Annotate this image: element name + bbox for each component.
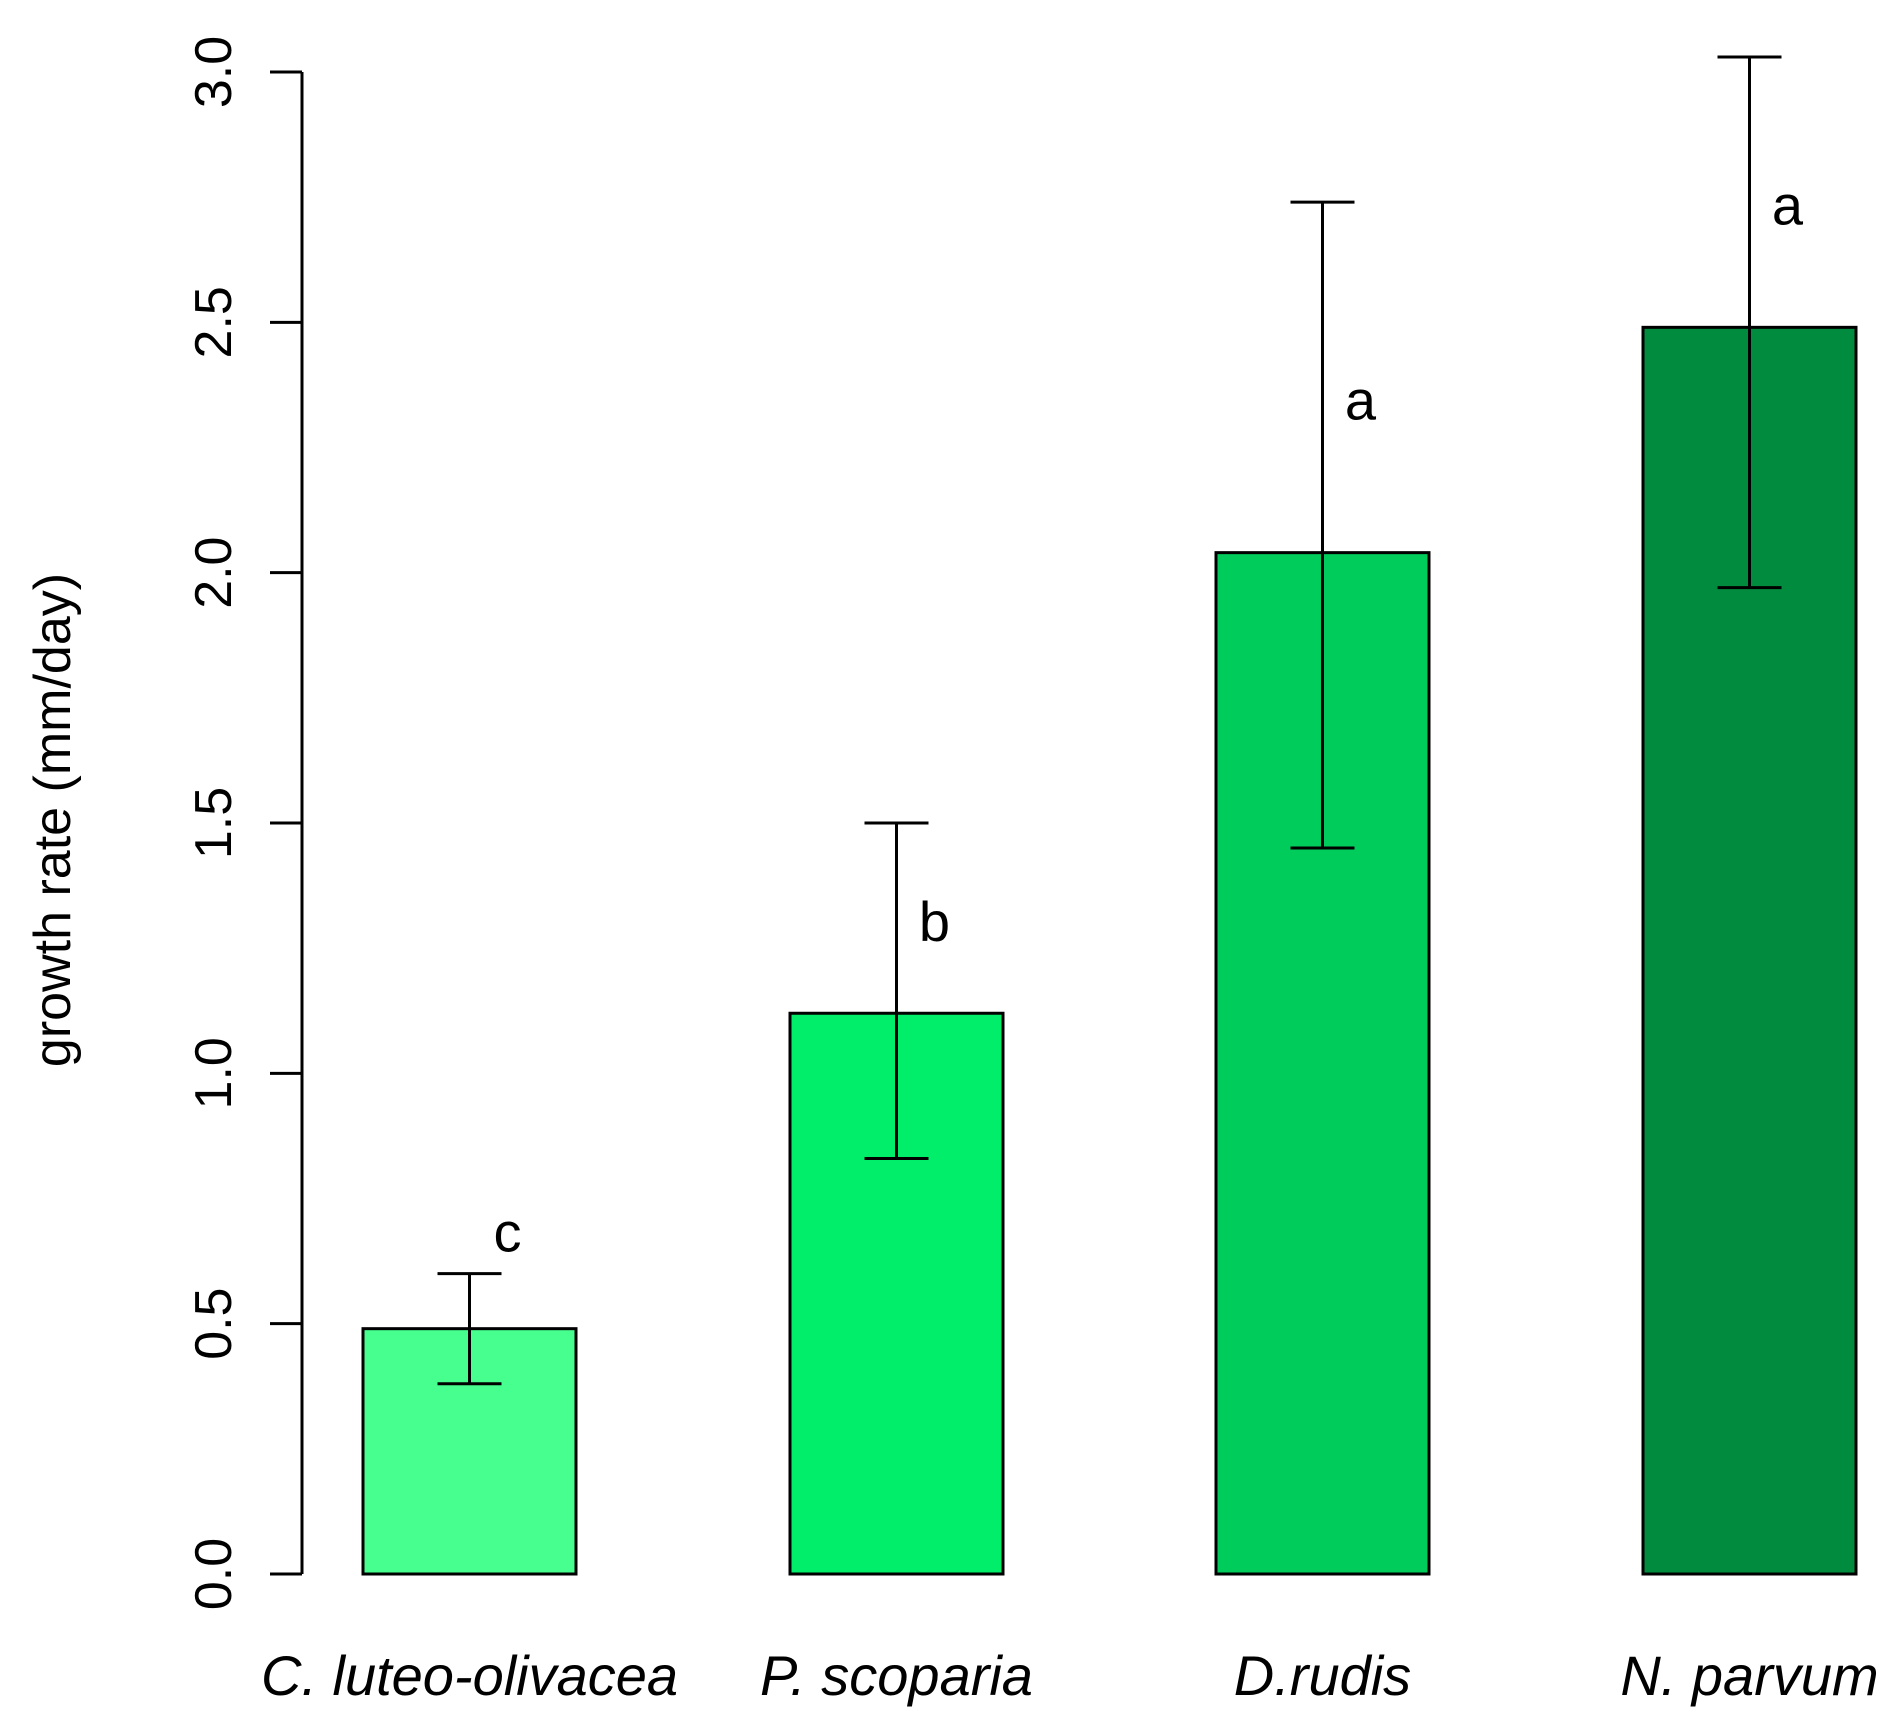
significance-letter: c bbox=[494, 1201, 522, 1264]
category-label: P. scoparia bbox=[760, 1644, 1033, 1707]
significance-letter: a bbox=[1345, 368, 1377, 431]
category-label: C. luteo-olivacea bbox=[261, 1644, 678, 1707]
bars-group bbox=[361, 325, 1858, 1576]
y-tick-label: 3.0 bbox=[185, 36, 243, 108]
significance-letter: a bbox=[1772, 174, 1804, 237]
error-bars-group bbox=[437, 55, 1782, 1386]
bar bbox=[1641, 325, 1858, 1576]
y-tick-label: 2.0 bbox=[185, 537, 243, 609]
y-tick-label: 1.0 bbox=[185, 1037, 243, 1109]
y-axis-title: growth rate (mm/day) bbox=[24, 573, 82, 1067]
category-label: N. parvum bbox=[1620, 1644, 1878, 1707]
category-labels-group: c C. luteo-olivacea b P. scoparia a D.rudis a N… bbox=[261, 174, 1879, 1707]
y-tick-label: 1.5 bbox=[185, 787, 243, 859]
y-tick-label: 2.5 bbox=[185, 286, 243, 358]
y-axis: 0.0 0.5 1.0 1.5 2.0 2.5 3.0 bbox=[185, 36, 304, 1610]
y-tick-label: 0.5 bbox=[185, 1288, 243, 1360]
category-label: D.rudis bbox=[1234, 1644, 1411, 1707]
significance-letter: b bbox=[919, 890, 950, 953]
y-tick-label: 0.0 bbox=[185, 1538, 243, 1610]
